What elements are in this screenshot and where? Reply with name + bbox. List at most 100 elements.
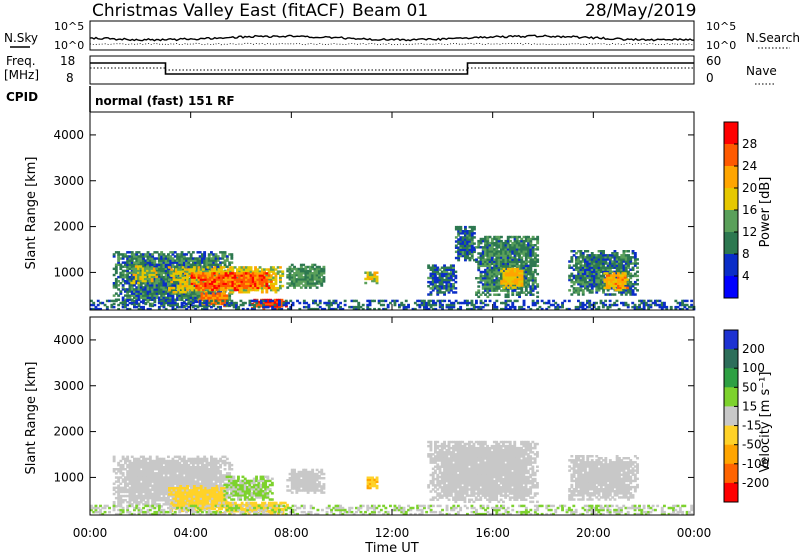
- heatmap-cell: [343, 299, 347, 303]
- heatmap-cell: [126, 294, 130, 297]
- heatmap-cell: [606, 305, 610, 309]
- heatmap-cell: [171, 478, 175, 481]
- heatmap-cell: [139, 286, 143, 289]
- heatmap-cell: [506, 246, 510, 249]
- heatmap-cell: [488, 248, 492, 251]
- heatmap-cell: [135, 292, 139, 295]
- heatmap-cell: [608, 258, 612, 261]
- heatmap-cell: [466, 238, 470, 241]
- heatmap-cell: [155, 455, 159, 459]
- nsearch-tick-bottom: 10^0: [706, 39, 736, 52]
- heatmap-cell: [198, 292, 202, 295]
- heatmap-cell: [457, 234, 461, 237]
- heatmap-cell: [265, 280, 269, 283]
- heatmap-cell: [186, 282, 189, 286]
- heatmap-cell: [447, 283, 451, 286]
- heatmap-cell: [536, 260, 540, 263]
- heatmap-cell: [133, 290, 136, 293]
- heatmap-cell: [678, 307, 682, 311]
- heatmap-cell: [153, 499, 157, 502]
- heatmap-cell: [217, 270, 221, 273]
- heatmap-cell: [289, 299, 293, 303]
- heatmap-cell: [504, 276, 508, 279]
- heatmap-cell: [297, 272, 301, 275]
- heatmap-cell: [231, 291, 235, 294]
- heatmap-cell: [518, 291, 521, 294]
- heatmap-cell: [623, 286, 627, 290]
- heatmap-cell: [531, 299, 535, 303]
- heatmap-cell: [452, 274, 455, 278]
- heatmap-cell: [157, 490, 161, 494]
- heatmap-cell: [595, 278, 599, 282]
- heatmap-cell: [584, 287, 587, 290]
- heatmap-cell: [137, 280, 141, 283]
- heatmap-cell: [529, 287, 533, 290]
- heatmap-cell: [228, 298, 232, 301]
- heatmap-cell: [313, 269, 317, 273]
- heatmap-cell: [316, 303, 320, 307]
- heatmap-cell: [549, 303, 553, 307]
- heatmap-cell: [500, 264, 503, 268]
- heatmap-cell: [133, 284, 136, 287]
- heatmap-cell: [130, 490, 134, 494]
- heatmap-cell: [581, 264, 585, 267]
- heatmap-cell: [509, 244, 512, 247]
- heatmap-cell: [187, 259, 191, 262]
- heatmap-cell: [627, 283, 630, 286]
- heatmap-cell: [524, 244, 528, 247]
- heatmap-cell: [130, 455, 134, 459]
- heatmap-cell: [203, 299, 207, 303]
- heatmap-cell: [114, 271, 118, 275]
- heatmap-cell: [164, 267, 168, 271]
- heatmap-cell: [286, 267, 290, 271]
- heatmap-cell: [457, 248, 461, 252]
- heatmap-cell: [189, 263, 193, 266]
- heatmap-cell: [306, 278, 310, 281]
- heatmap-cell: [151, 286, 155, 289]
- heatmap-cell: [117, 478, 121, 481]
- heatmap-cell: [180, 251, 184, 254]
- heatmap-cell: [495, 244, 499, 247]
- heatmap-cell: [139, 484, 143, 487]
- heatmap-cell: [511, 293, 515, 296]
- heatmap-cell: [224, 286, 228, 290]
- heatmap-cell: [618, 260, 621, 263]
- heatmap-cell: [128, 476, 132, 479]
- heatmap-cell: [477, 281, 481, 284]
- heatmap-cell: [144, 501, 148, 504]
- heatmap-cell: [518, 284, 522, 287]
- heatmap-cell: [133, 292, 136, 295]
- heatmap-cell: [511, 262, 515, 266]
- heatmap-cell: [198, 255, 202, 258]
- heatmap-cell: [198, 294, 202, 297]
- heatmap-cell: [595, 264, 599, 267]
- heatmap-cell: [429, 287, 433, 290]
- heatmap-cell: [493, 293, 497, 296]
- heatmap-cell: [128, 463, 132, 467]
- heatmap-cell: [151, 257, 155, 260]
- heatmap-cell: [527, 246, 530, 249]
- heatmap-cell: [179, 268, 183, 271]
- heatmap-cell: [139, 292, 143, 295]
- heatmap-cell: [172, 278, 176, 282]
- heatmap-cell: [466, 232, 470, 235]
- heatmap-cell: [315, 276, 319, 279]
- heatmap-cell: [513, 250, 517, 253]
- heatmap-cell: [441, 303, 444, 307]
- heatmap-cell: [293, 276, 296, 279]
- heatmap-cell: [172, 272, 176, 275]
- heatmap-cell: [520, 284, 524, 287]
- heatmap-cell: [214, 261, 218, 264]
- heatmap-cell: [186, 270, 189, 273]
- heatmap-cell: [130, 277, 134, 281]
- heatmap-cell: [377, 299, 381, 303]
- heatmap-cell: [169, 294, 173, 297]
- heatmap-cell: [260, 305, 263, 308]
- heatmap-cell: [527, 252, 530, 255]
- heatmap-cell: [160, 286, 164, 289]
- heatmap-cell: [577, 270, 581, 274]
- heatmap-cell: [529, 256, 533, 259]
- heatmap-cell: [613, 260, 617, 263]
- heatmap-cell: [180, 259, 184, 262]
- heatmap-cell: [153, 461, 157, 465]
